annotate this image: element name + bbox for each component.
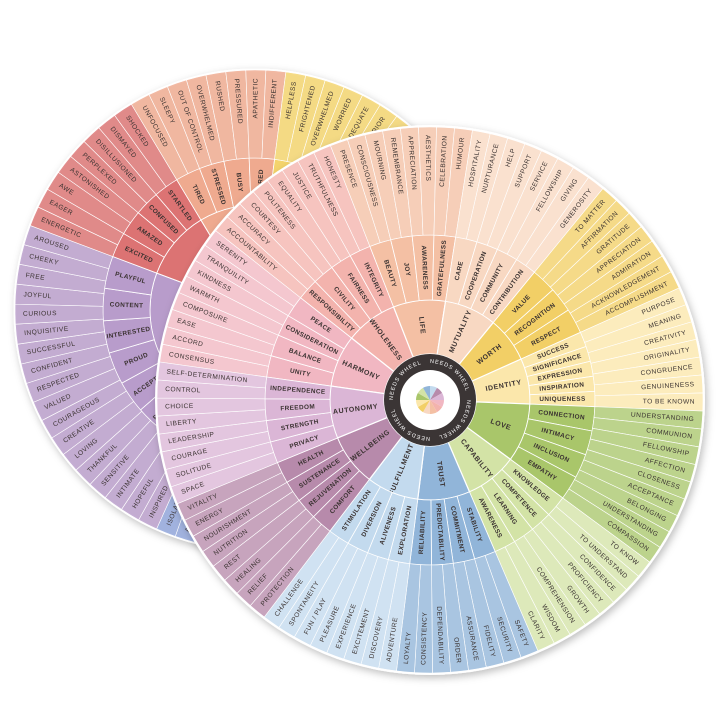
needs-middle-label: AWARENESS: [420, 245, 429, 290]
needs-middle-label: INDEPENDENCE: [270, 385, 326, 396]
needs-outer-label: CONTROL: [165, 386, 201, 394]
needs-middle-label: JOY: [402, 262, 411, 277]
feelings-outer-label: CURIOUS: [23, 310, 57, 318]
needs-center-slice: [430, 393, 444, 400]
feelings-outer-label: PRESSURED: [233, 78, 244, 124]
needs-outer-label: TO BE KNOWN: [643, 398, 695, 405]
needs-outer-label: CONSISTENCY: [420, 612, 428, 665]
needs-middle-label: RELIABILITY: [418, 510, 428, 554]
needs-core-label: LIFE: [417, 316, 426, 334]
needs-outer-label: LIBERTY: [166, 418, 197, 428]
needs-center-slice: [430, 386, 437, 400]
needs-middle-label: UNIQUENESS: [539, 396, 586, 403]
needs-middle-label: FREEDOM: [280, 403, 315, 412]
feelings-outer-label: RUSHED: [213, 81, 225, 113]
needs-center-slice: [430, 387, 443, 400]
needs-center-slice: [430, 400, 437, 414]
needs-outer-sector: [157, 361, 267, 389]
needs-outer-label: UNDERSTANDING: [631, 412, 695, 424]
feelings-outer-label: FREE: [25, 272, 46, 282]
feelings-outer-label: JOYFUL: [23, 291, 52, 300]
needs-title-ring-inner: [400, 370, 460, 430]
needs-center-slice: [430, 400, 443, 413]
needs-middle-label: PREDICTABILITY: [434, 503, 445, 562]
needs-middle-label: INSPIRATION: [539, 381, 585, 392]
needs-outer-label: DEPENDABILITY: [435, 606, 444, 665]
needs-center-slice: [423, 386, 430, 400]
feelings-outer-label: INQUISITIVE: [24, 326, 69, 337]
needs-center-slice: [417, 387, 430, 400]
needs-center-slice: [416, 393, 430, 400]
needs-middle-label: UNITY: [289, 368, 311, 379]
needs-core-label: TRUST: [435, 461, 446, 488]
needs-outer-label: CELEBRATION: [439, 135, 449, 187]
feelings-middle-label: BUSY: [235, 172, 244, 192]
needs-center-slice: [423, 400, 430, 414]
needs-outer-label: LOYALTY: [403, 631, 413, 664]
needs-center-slice: [416, 400, 430, 407]
feelings-outer-label: APATHETIC: [252, 78, 259, 119]
needs-outer-label: HUMOUR: [455, 137, 466, 170]
needs-wheel: HARMONYUNITYBALANCECONSIDERATIONPEACECON…: [155, 125, 705, 675]
needs-outer-label: ORDER: [452, 637, 462, 664]
feelings-middle-label: CONTENT: [110, 301, 144, 309]
needs-outer-label: GENUINENESS: [641, 381, 695, 391]
needs-outer-label: AESTHETICS: [424, 135, 431, 182]
feelings-outer-label: INDIFFERENT: [268, 79, 279, 129]
needs-outer-label: CHOICE: [165, 403, 194, 411]
feelings-middle-label: BORED: [257, 169, 265, 194]
needs-middle-label: CARE: [454, 260, 465, 281]
needs-center-slice: [417, 400, 430, 413]
needs-outer-label: APPRECIATION: [406, 136, 417, 191]
needs-center-slice: [430, 400, 444, 407]
